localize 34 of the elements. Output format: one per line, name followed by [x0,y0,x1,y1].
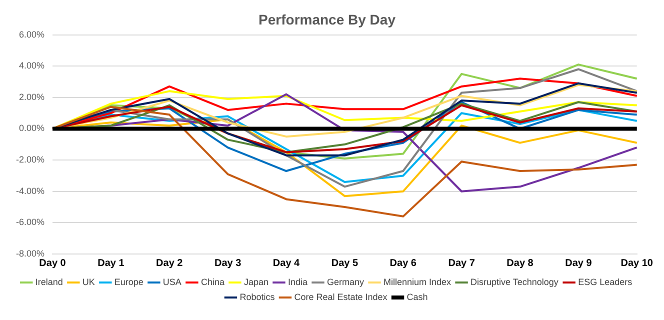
x-tick-label: Day 10 [620,258,654,269]
legend-label: Robotics [240,292,276,302]
y-tick-label: -6.00% [16,217,45,228]
y-tick-label: -2.00% [16,154,45,165]
legend-label: UK [82,276,95,287]
x-tick-label: Day 5 [331,258,358,269]
legend-label: Disruptive Technology [470,276,559,287]
legend-label: USA [162,276,182,287]
x-tick-label: Day 8 [506,258,534,269]
legend-label: ESG Leaders [578,276,633,287]
y-tick-label: 2.00% [18,92,45,102]
y-tick-label: 4.00% [18,60,45,71]
legend-label: Europe [114,276,144,287]
legend-label: Millennium Index [384,276,452,287]
y-tick-label: -8.00% [16,248,45,258]
legend-label: China [200,276,224,287]
legend-label: Japan [244,276,268,287]
x-tick-label: Day 3 [214,258,242,269]
legend-label: Ireland [35,276,63,287]
legend-label: India [288,276,308,287]
x-tick-label: Day 4 [272,258,300,269]
x-tick-label: Day 6 [390,258,417,269]
y-tick-label: 0.00% [18,123,45,134]
x-tick-label: Day 9 [565,258,592,269]
x-tick-label: Day 7 [448,258,476,269]
y-tick-label: 6.00% [18,29,45,40]
legend-label: Core Real Estate Index [294,292,388,302]
chart-title: Performance By Day [258,11,396,28]
x-tick-label: Day 0 [39,258,66,269]
x-tick-label: Day 1 [98,258,125,269]
legend-label: Germany [326,276,365,287]
x-tick-label: Day 2 [156,258,184,269]
y-tick-label: -4.00% [16,186,45,196]
legend-label: Cash [406,292,428,302]
